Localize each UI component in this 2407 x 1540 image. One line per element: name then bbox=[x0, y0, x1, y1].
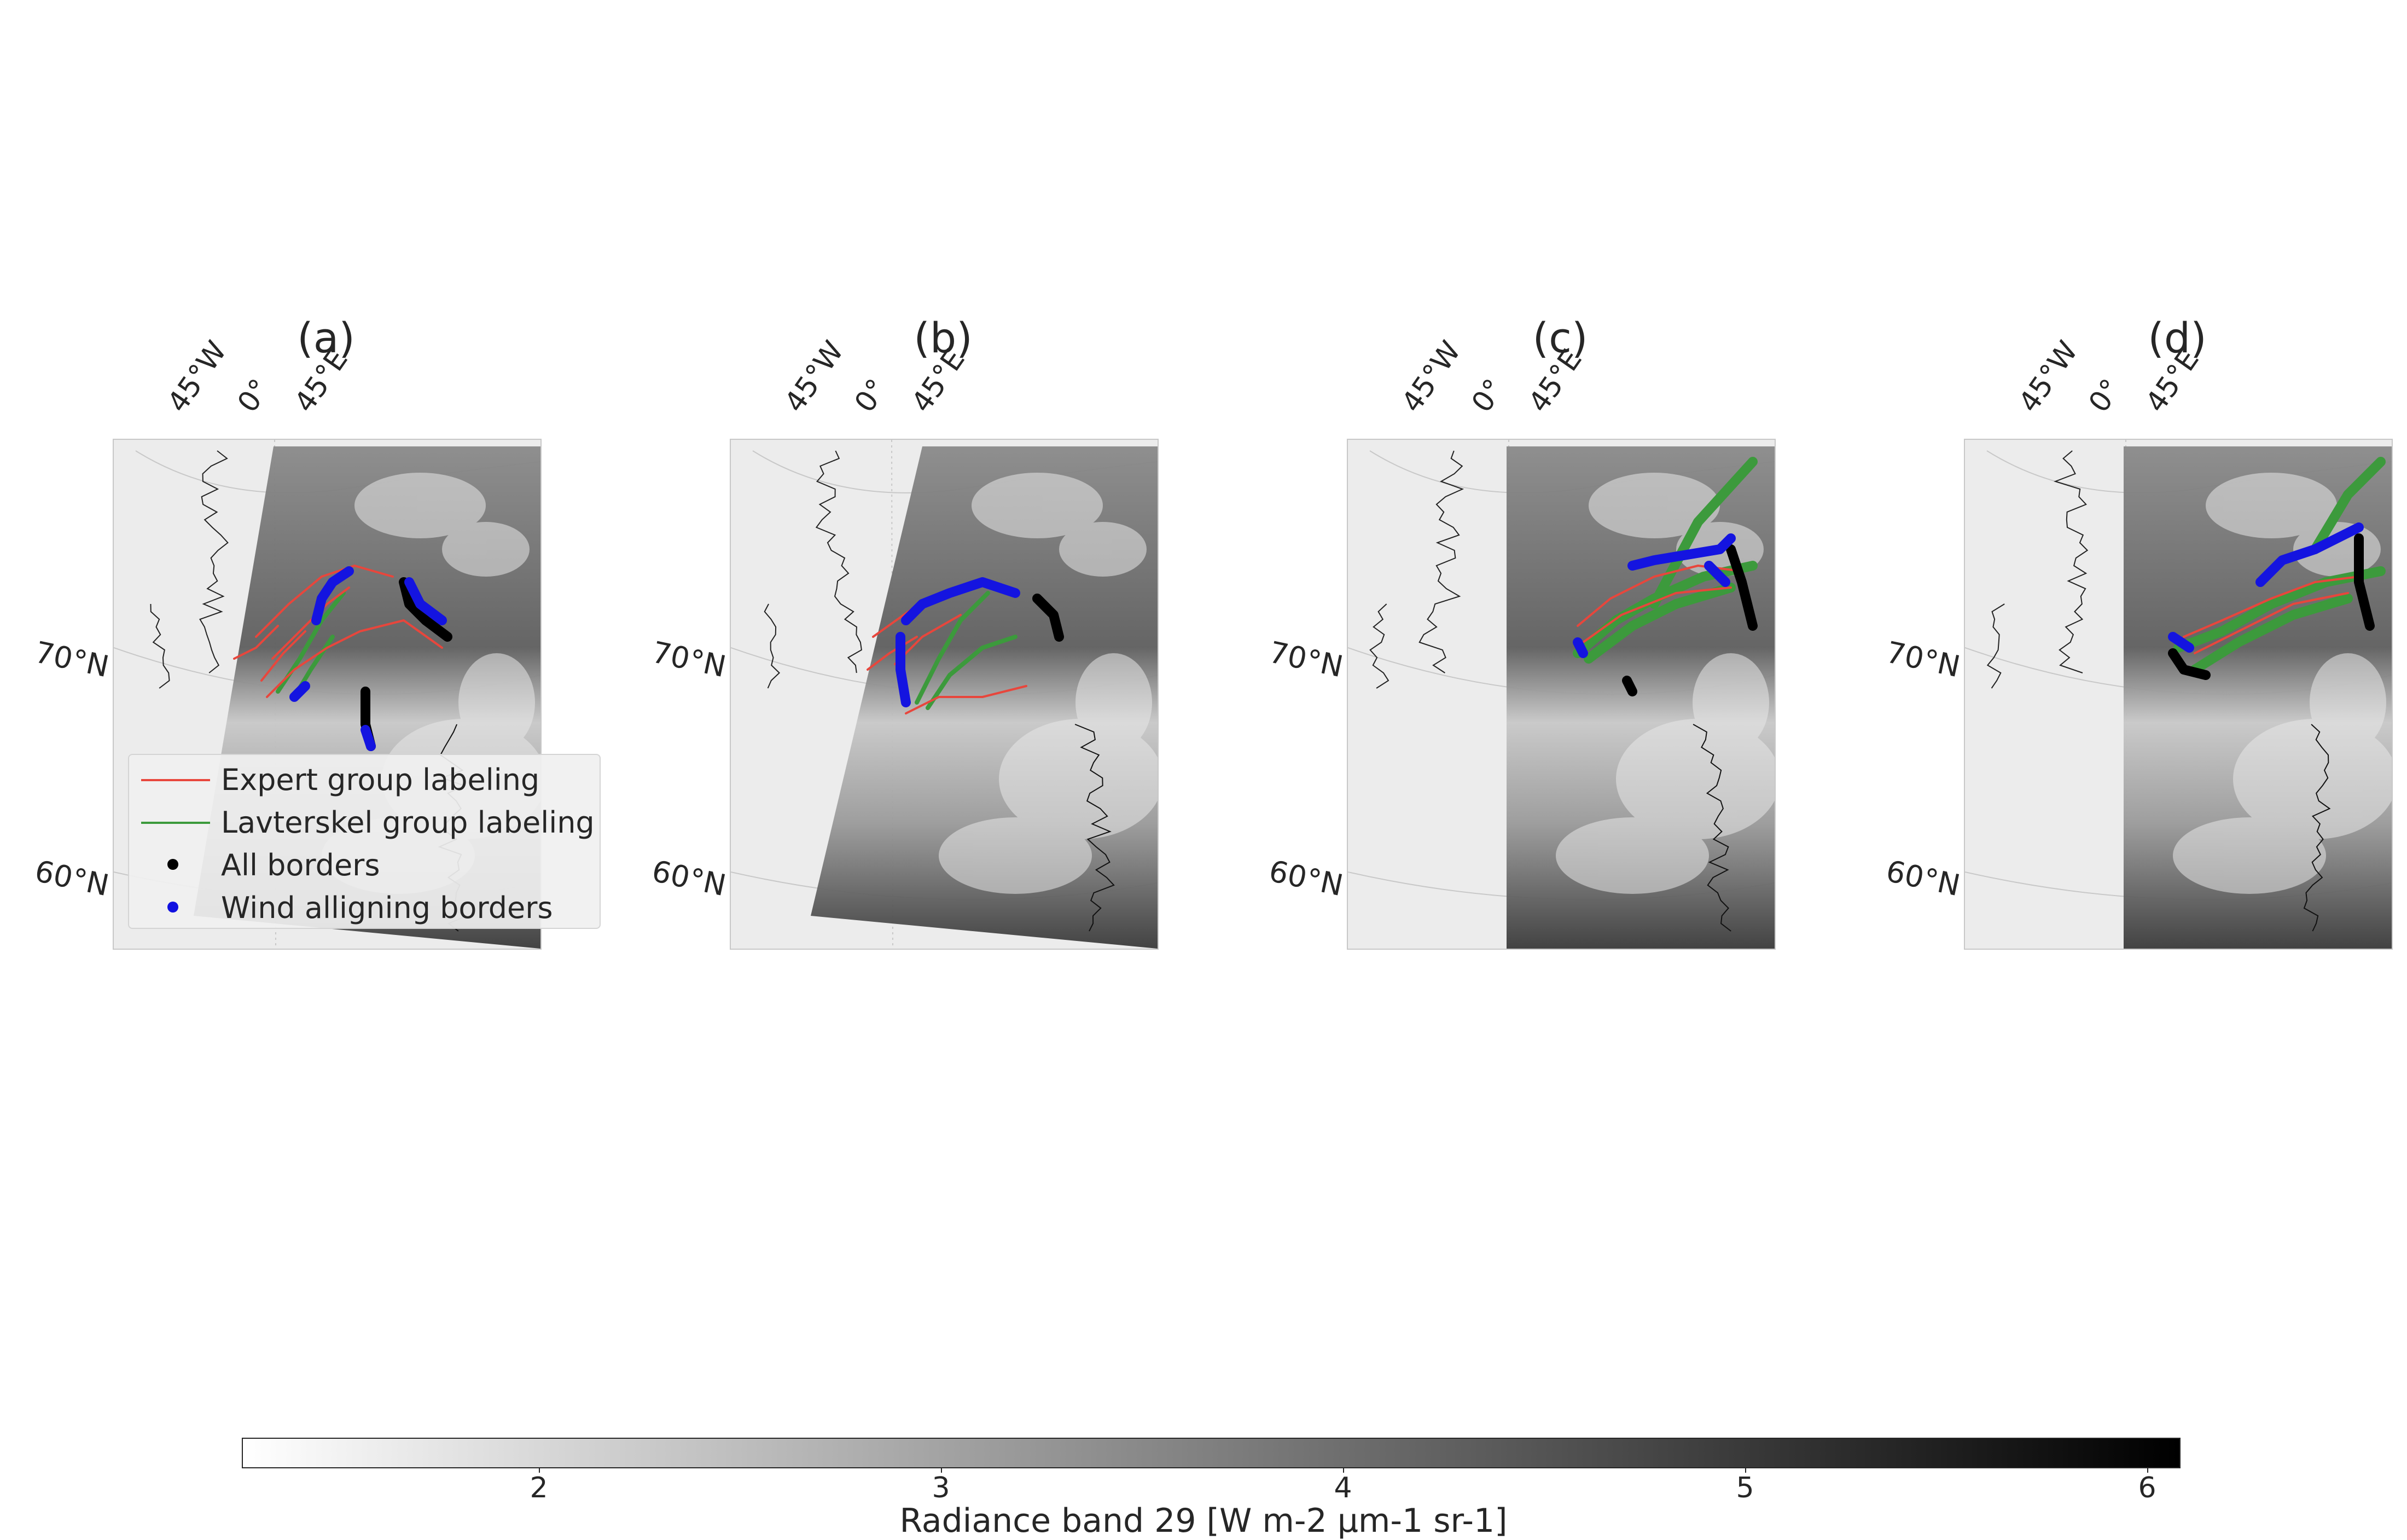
map-panel bbox=[1964, 439, 2393, 950]
latitude-label: 60°N bbox=[32, 853, 112, 903]
legend-lavterskel-label: Lavterskel group labeling bbox=[221, 805, 595, 840]
expert-trace bbox=[2194, 592, 2349, 654]
coastline bbox=[2303, 724, 2331, 932]
legend-expert-label: Expert group labeling bbox=[221, 763, 540, 797]
legend-all-borders-dot bbox=[167, 859, 178, 870]
coastline bbox=[764, 450, 862, 689]
colorbar-tick-label: 6 bbox=[2138, 1472, 2156, 1504]
colorbar-label: Radiance band 29 [W m-2 µm-1 sr-1] bbox=[899, 1502, 1508, 1540]
expert-trace bbox=[271, 586, 350, 660]
latitude-label: 70°N bbox=[1883, 635, 1963, 684]
map-canvas bbox=[1965, 440, 2392, 949]
map-canvas bbox=[1348, 440, 1775, 949]
legend-wind-borders-label: Wind alligning borders bbox=[221, 891, 553, 925]
coastline bbox=[1369, 450, 1464, 689]
lavterskel-trace bbox=[926, 635, 1018, 710]
wind-borders-trace bbox=[896, 632, 911, 707]
wind-borders-trace bbox=[1573, 637, 1588, 658]
wind-borders-trace bbox=[289, 681, 310, 702]
lavterskel-trace bbox=[1584, 583, 1736, 664]
cloud-texture bbox=[1556, 473, 1775, 894]
legend-lavterskel-line bbox=[141, 822, 210, 824]
colorbar-tick-mark bbox=[1745, 1467, 1746, 1473]
latitude-label: 60°N bbox=[1883, 853, 1963, 903]
expert-trace bbox=[233, 625, 279, 660]
wind-borders-trace bbox=[2255, 522, 2364, 587]
lavterskel-trace bbox=[915, 591, 990, 705]
cloud-texture bbox=[939, 473, 1158, 894]
latitude-label: 60°N bbox=[649, 853, 729, 903]
wind-borders-trace bbox=[2168, 632, 2194, 653]
longitude-label: 0° bbox=[848, 373, 894, 419]
colorbar-tick-label: 2 bbox=[530, 1472, 548, 1504]
colorbar bbox=[242, 1438, 2181, 1468]
coastline bbox=[1986, 450, 2089, 689]
expert-trace bbox=[2183, 576, 2360, 638]
colorbar-tick-mark bbox=[539, 1467, 540, 1473]
map-panel bbox=[730, 439, 1159, 950]
longitude-label: 0° bbox=[2082, 373, 2128, 419]
colorbar-tick-label: 3 bbox=[932, 1472, 950, 1504]
wind-borders-trace bbox=[1704, 561, 1730, 587]
coastline bbox=[1693, 724, 1731, 932]
longitude-label: 0° bbox=[231, 373, 277, 419]
panel-title: (c) bbox=[1532, 313, 1588, 362]
expert-trace bbox=[905, 685, 1027, 714]
panel-title: (b) bbox=[914, 313, 973, 362]
lavterskel-trace bbox=[1649, 457, 1758, 609]
lavterskel-trace bbox=[2310, 457, 2386, 554]
latitude-label: 70°N bbox=[1266, 635, 1346, 684]
legend-item-wind-borders: Wind alligning borders bbox=[129, 887, 600, 926]
legend-item-all-borders: All borders bbox=[129, 845, 600, 883]
expert-trace bbox=[867, 636, 918, 671]
panel-title: (a) bbox=[297, 313, 355, 362]
all-borders-trace bbox=[1032, 594, 1064, 642]
legend-all-borders-label: All borders bbox=[221, 848, 380, 882]
all-borders-trace bbox=[399, 577, 452, 642]
longitude-label: 45°W bbox=[2012, 335, 2085, 419]
wind-borders-trace bbox=[311, 566, 354, 625]
latitude-label: 60°N bbox=[1266, 853, 1346, 903]
coastline bbox=[1074, 724, 1115, 932]
map-canvas bbox=[731, 440, 1158, 949]
legend-item-lavterskel: Lavterskel group labeling bbox=[129, 802, 600, 840]
lavterskel-trace bbox=[2190, 594, 2353, 675]
colorbar-tick-mark bbox=[941, 1467, 942, 1473]
all-borders-trace bbox=[1622, 676, 1637, 696]
expert-trace bbox=[1582, 586, 1732, 643]
map-panel bbox=[1347, 439, 1776, 950]
wind-borders-trace bbox=[404, 577, 447, 625]
wind-borders-trace bbox=[901, 577, 1020, 625]
wind-borders-trace bbox=[1627, 533, 1736, 571]
all-borders-trace bbox=[2354, 533, 2375, 631]
wind-borders-trace bbox=[361, 725, 376, 751]
legend-wind-borders-dot bbox=[167, 902, 178, 913]
coastline bbox=[150, 450, 229, 689]
colorbar-tick-mark bbox=[2147, 1467, 2148, 1473]
longitude-label: 45°W bbox=[1395, 335, 1468, 419]
latitude-label: 70°N bbox=[32, 635, 112, 684]
legend-expert-line bbox=[141, 779, 210, 781]
longitude-label: 0° bbox=[1465, 373, 1511, 419]
expert-trace bbox=[266, 619, 443, 698]
latitude-label: 70°N bbox=[649, 635, 729, 684]
colorbar-tick-label: 5 bbox=[1736, 1472, 1754, 1504]
panel-title: (d) bbox=[2148, 313, 2207, 362]
longitude-label: 45°W bbox=[161, 335, 234, 419]
legend-item-expert: Expert group labeling bbox=[129, 759, 600, 798]
all-borders-trace bbox=[1726, 544, 1758, 631]
colorbar-tick-label: 4 bbox=[1334, 1472, 1352, 1504]
all-borders-trace bbox=[2168, 648, 2211, 680]
colorbar-tick-mark bbox=[1343, 1467, 1344, 1473]
longitude-label: 45°W bbox=[778, 335, 851, 419]
expert-trace bbox=[260, 630, 306, 682]
expert-trace bbox=[255, 565, 394, 638]
legend: Expert group labeling Lavterskel group l… bbox=[128, 754, 601, 929]
